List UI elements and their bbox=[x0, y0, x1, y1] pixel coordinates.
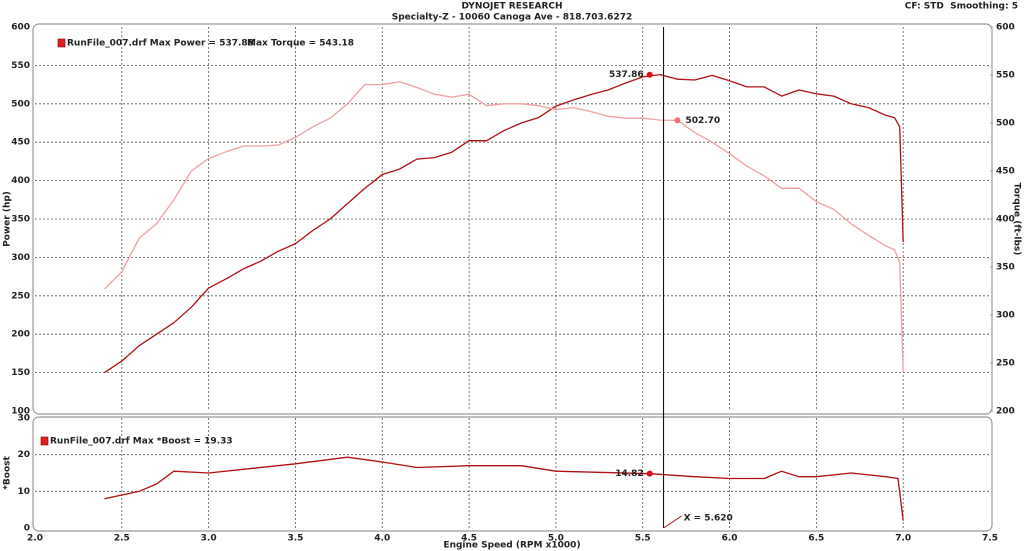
y-tick-label: 550 bbox=[11, 61, 30, 71]
bottom-frame bbox=[32, 416, 993, 532]
x-axis-label: Engine Speed (RPM x1000) bbox=[443, 541, 580, 551]
x-tick-label: 7.5 bbox=[982, 534, 998, 544]
cursor-pointer bbox=[663, 515, 682, 529]
title: DYNOJET RESEARCH bbox=[461, 2, 562, 12]
y-tick-label: 0 bbox=[24, 524, 30, 534]
legend-text: RunFile_007.drf Max Power = 537.88 bbox=[67, 39, 254, 49]
y-tick-label: 10 bbox=[17, 487, 30, 497]
legend-icon bbox=[40, 436, 49, 446]
marker bbox=[646, 470, 653, 477]
y2-tick-label: 450 bbox=[996, 167, 1015, 177]
x-tick-label: 7.0 bbox=[895, 534, 911, 544]
x-tick-label: 6.5 bbox=[808, 534, 824, 544]
y2-tick-label: 400 bbox=[996, 215, 1015, 225]
y2-tick-label: 300 bbox=[996, 311, 1015, 321]
cursor-label: X = 5.620 bbox=[684, 514, 733, 524]
y-tick-label: 30 bbox=[17, 414, 30, 424]
y-axis-label: Power (hp) bbox=[3, 191, 13, 247]
y2-tick-label: 250 bbox=[996, 359, 1015, 369]
series-line bbox=[104, 456, 904, 521]
y-tick-label: 20 bbox=[17, 450, 30, 460]
y-tick-label: 350 bbox=[11, 215, 30, 225]
x-tick-label: 6.0 bbox=[722, 534, 738, 544]
y-tick-label: 250 bbox=[11, 291, 30, 301]
y2-tick-label: 350 bbox=[996, 263, 1015, 273]
legend-text: Max Torque = 543.18 bbox=[247, 39, 354, 49]
y2-axis-label: Torque (ft-lbs) bbox=[1012, 183, 1022, 256]
y2-tick-label: 600 bbox=[996, 23, 1015, 33]
subtitle: Specialty-Z - 10060 Canoga Ave - 818.703… bbox=[392, 13, 632, 23]
x-tick-label: 4.0 bbox=[374, 534, 390, 544]
y2-tick-label: 550 bbox=[996, 71, 1015, 81]
y-axis-label: *Boost bbox=[3, 456, 13, 490]
x-tick-label: 5.0 bbox=[548, 534, 564, 544]
y-tick-label: 150 bbox=[11, 368, 30, 378]
x-tick-label: 5.5 bbox=[635, 534, 651, 544]
y-tick-label: 300 bbox=[11, 253, 30, 263]
y2-tick-label: 500 bbox=[996, 119, 1015, 129]
y-tick-label: 400 bbox=[11, 176, 30, 186]
y-tick-label: 500 bbox=[11, 99, 30, 109]
x-tick-label: 4.5 bbox=[461, 534, 477, 544]
legend-icon bbox=[57, 38, 66, 48]
marker bbox=[674, 117, 681, 124]
x-tick-label: 3.5 bbox=[287, 534, 303, 544]
series-line bbox=[104, 81, 904, 373]
x-tick-label: 2.0 bbox=[27, 534, 43, 544]
marker-label: 502.70 bbox=[685, 116, 720, 126]
settings: CF: STD Smoothing: 5 bbox=[905, 2, 1018, 12]
marker-label: 537.86 bbox=[609, 70, 644, 80]
y-tick-label: 600 bbox=[11, 23, 30, 33]
marker bbox=[646, 71, 653, 78]
x-tick-label: 2.5 bbox=[114, 534, 130, 544]
y-tick-label: 450 bbox=[11, 138, 30, 148]
y2-tick-label: 200 bbox=[996, 407, 1015, 417]
marker-label: 14.82 bbox=[615, 469, 643, 479]
x-tick-label: 3.0 bbox=[201, 534, 217, 544]
legend-text: RunFile_007.drf Max *Boost = 19.33 bbox=[50, 437, 233, 447]
series-line bbox=[104, 73, 904, 374]
y-tick-label: 100 bbox=[11, 407, 30, 417]
y-tick-label: 200 bbox=[11, 330, 30, 340]
